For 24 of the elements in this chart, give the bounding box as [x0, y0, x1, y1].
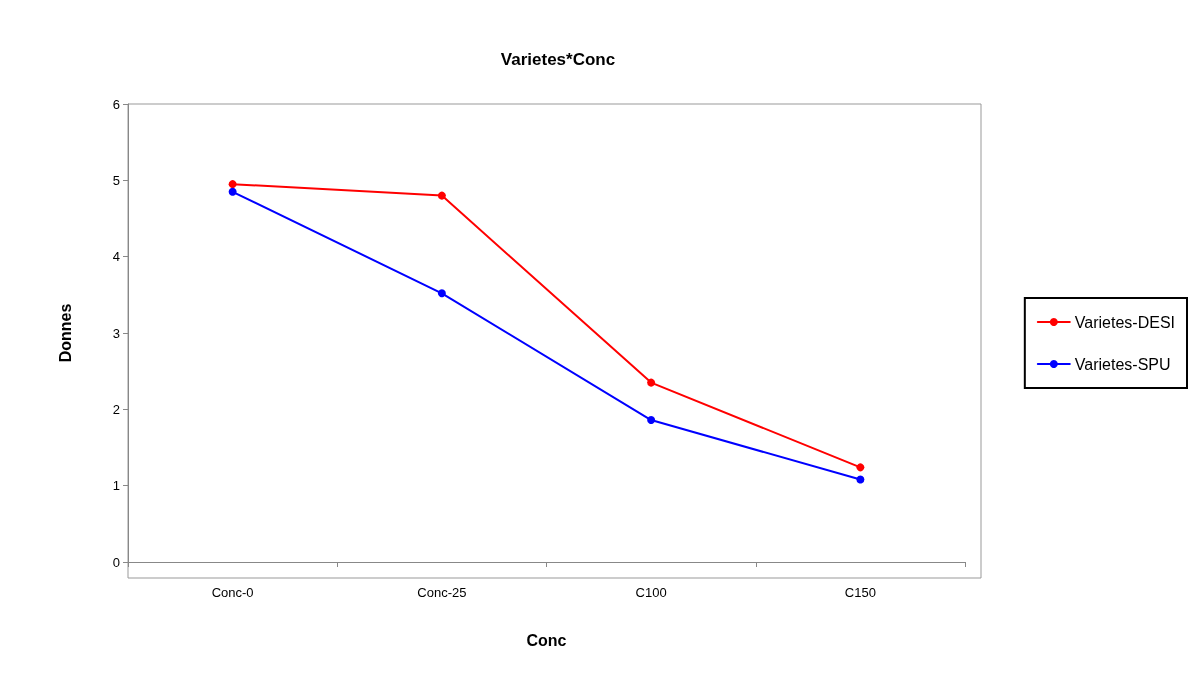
point: [856, 463, 865, 472]
x-tick-label: Conc-0: [211, 585, 254, 600]
y-tick-label: 3: [112, 325, 120, 341]
y-tick-label: 5: [112, 172, 120, 188]
point: [647, 378, 656, 387]
x-tick-label: Conc-25: [417, 585, 467, 600]
chart-title: Varietes*Conc: [500, 50, 616, 69]
y-tick-label: 0: [112, 554, 120, 570]
x-tick-label: C100: [635, 585, 667, 600]
x-axis-title: Conc: [526, 631, 567, 649]
point: [437, 289, 446, 298]
y-axis-title: Donnes: [56, 303, 74, 363]
legend-label: Varietes-DESI: [1074, 313, 1176, 331]
y-tick-label: 6: [112, 96, 120, 112]
point: [647, 416, 656, 425]
y-tick-label: 1: [112, 478, 120, 494]
point: [437, 191, 446, 200]
point: [228, 187, 237, 196]
legend-label: Varietes-SPU: [1074, 355, 1171, 373]
point: [856, 475, 865, 484]
y-tick-label: 4: [112, 249, 120, 265]
x-tick-label: C150: [844, 585, 876, 600]
y-tick-label: 2: [112, 401, 120, 417]
point: [228, 180, 237, 189]
